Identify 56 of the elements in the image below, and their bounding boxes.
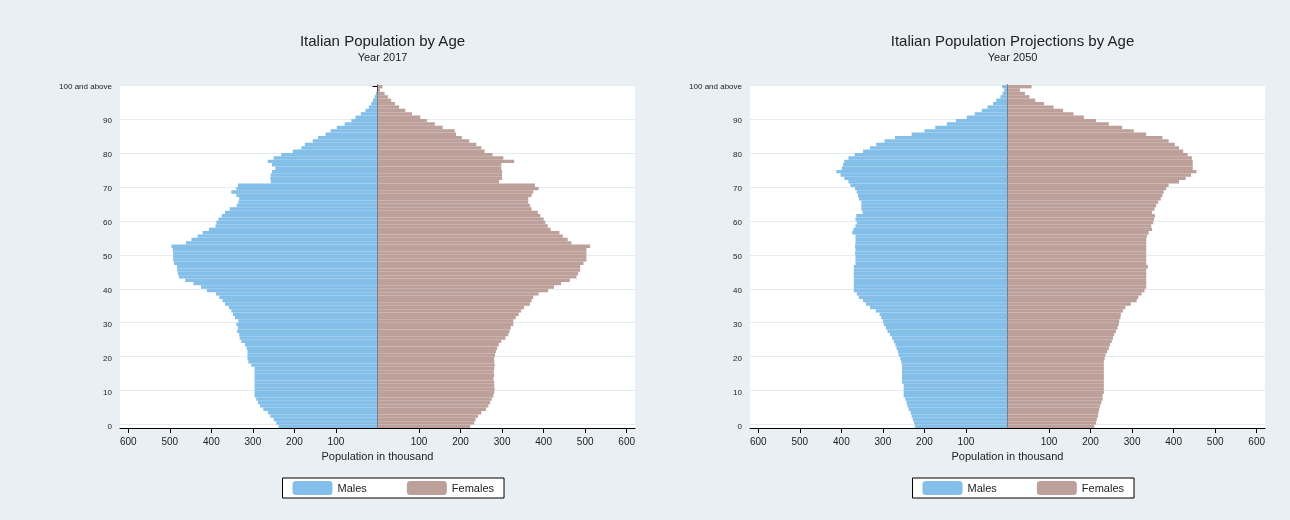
x-tick-label: 200 — [452, 435, 470, 447]
x-tick-label: 400 — [203, 435, 221, 447]
x-axis-title: Population in thousand — [951, 450, 1064, 463]
y-tick-label: 80 — [733, 150, 743, 160]
x-tick-label: 600 — [119, 435, 138, 447]
x-tick-label: 400 — [535, 435, 553, 447]
y-tick-label: 70 — [733, 184, 743, 194]
x-tick-label: 100 — [410, 435, 428, 447]
legend-label: Females — [1081, 482, 1125, 494]
x-tick-label: 500 — [161, 435, 179, 447]
y-tick-label: 100 and above — [689, 82, 743, 92]
y-tick-label: 90 — [733, 116, 743, 126]
chart-subtitle: Year 2050 — [987, 50, 1038, 63]
y-tick-label: 10 — [733, 387, 743, 397]
y-tick-label: 40 — [103, 285, 113, 295]
y-tick-label: 40 — [733, 285, 743, 295]
x-tick-label: 300 — [244, 435, 262, 447]
y-tick-label: 30 — [103, 319, 113, 329]
x-tick-label: 500 — [1206, 435, 1224, 447]
y-tick-label: 30 — [733, 319, 743, 329]
y-tick-label: 20 — [103, 353, 113, 363]
y-tick-label: 100 and above — [59, 82, 113, 92]
x-tick-label: 200 — [1082, 435, 1100, 447]
x-tick-label: 400 — [833, 435, 851, 447]
x-tick-label: 600 — [749, 435, 768, 447]
chart-title: Italian Population by Age — [299, 32, 466, 49]
y-tick-label: 0 — [107, 421, 113, 431]
y-tick-label: 10 — [103, 387, 113, 397]
y-tick-label: 50 — [733, 252, 743, 261]
y-tick-label: 60 — [733, 218, 743, 228]
x-tick-label: 300 — [874, 435, 892, 447]
x-tick-label: 600 — [618, 435, 636, 447]
chart-title: Italian Population Projections by Age — [890, 32, 1135, 49]
x-tick-label: 400 — [1165, 435, 1183, 447]
chart-subtitle: Year 2017 — [357, 50, 408, 63]
x-tick-label: 600 — [1248, 435, 1266, 447]
x-tick-label: 100 — [327, 435, 345, 447]
x-tick-label: 200 — [916, 435, 934, 447]
x-tick-label: 500 — [576, 435, 594, 447]
x-tick-label: 300 — [493, 435, 511, 447]
x-tick-label: 100 — [1040, 435, 1058, 447]
x-tick-label: 100 — [957, 435, 975, 447]
y-tick-label: 50 — [103, 252, 113, 261]
legend-label: Males — [337, 482, 368, 494]
y-tick-label: 0 — [737, 421, 743, 431]
x-tick-label: 500 — [791, 435, 809, 447]
y-tick-label: 90 — [103, 116, 113, 126]
legend-label: Females — [451, 482, 495, 494]
x-tick-label: 300 — [1123, 435, 1141, 447]
y-tick-label: 70 — [103, 184, 113, 194]
x-tick-label: 200 — [286, 435, 304, 447]
y-tick-label: 60 — [103, 218, 113, 228]
legend-label: Males — [967, 482, 998, 494]
y-tick-label: 20 — [733, 353, 743, 363]
y-tick-label: 80 — [103, 150, 113, 160]
x-axis-title: Population in thousand — [321, 450, 434, 463]
